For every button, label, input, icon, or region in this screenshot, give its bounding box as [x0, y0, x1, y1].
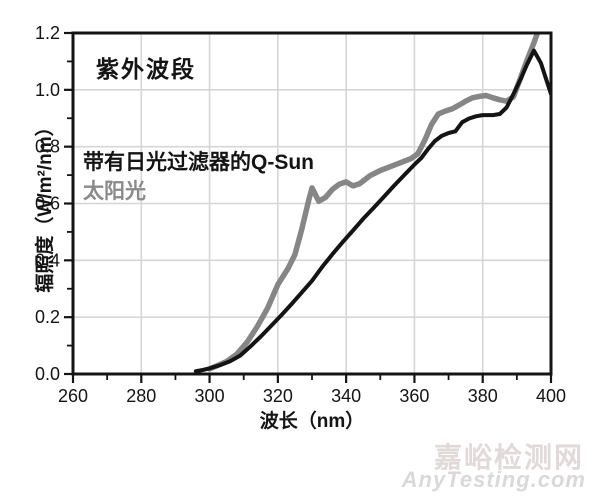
y-tick-label: 1.2: [35, 23, 60, 43]
y-tick-label: 1.0: [35, 80, 60, 100]
curves: [193, 33, 552, 374]
y-tick-label: 0.0: [35, 364, 60, 384]
curve-qsun-daylight-filter: [193, 48, 552, 374]
x-tick-label: 320: [263, 386, 293, 406]
watermark-chinese: 嘉峪检测网: [433, 442, 584, 473]
x-tick-label: 300: [195, 386, 225, 406]
chart-title: 紫外波段: [96, 56, 196, 82]
y-tick-label: 0.4: [35, 250, 60, 270]
x-tick-label: 380: [468, 386, 498, 406]
watermark-anytesting: AnyTesting.com: [401, 467, 586, 492]
x-tick-label: 340: [331, 386, 361, 406]
x-axis-label: 波长（nm）: [259, 411, 365, 432]
y-tick-label: 0.8: [35, 137, 60, 157]
gridlines: [73, 33, 551, 374]
x-tick-label: 260: [58, 386, 88, 406]
y-tick-label: 0.6: [35, 194, 60, 214]
tick-labels: 260 280 300 320 340 360 380 400 0.0 0.2 0.4 0.6 0.8 1…: [35, 23, 566, 406]
axis-ticks: [64, 31, 553, 383]
curve-sunlight: [206, 33, 541, 372]
x-tick-label: 400: [536, 386, 566, 406]
plot-frame: [71, 31, 553, 376]
x-tick-label: 280: [126, 386, 156, 406]
legend-qsun-label: 带有日光过滤器的Q-Sun: [83, 151, 314, 174]
x-tick-label: 360: [399, 386, 429, 406]
legend-sunlight-label: 太阳光: [83, 180, 146, 203]
y-tick-label: 0.2: [35, 307, 60, 327]
y-axis-label: 辐照度（W/m²/nm）: [35, 117, 56, 293]
